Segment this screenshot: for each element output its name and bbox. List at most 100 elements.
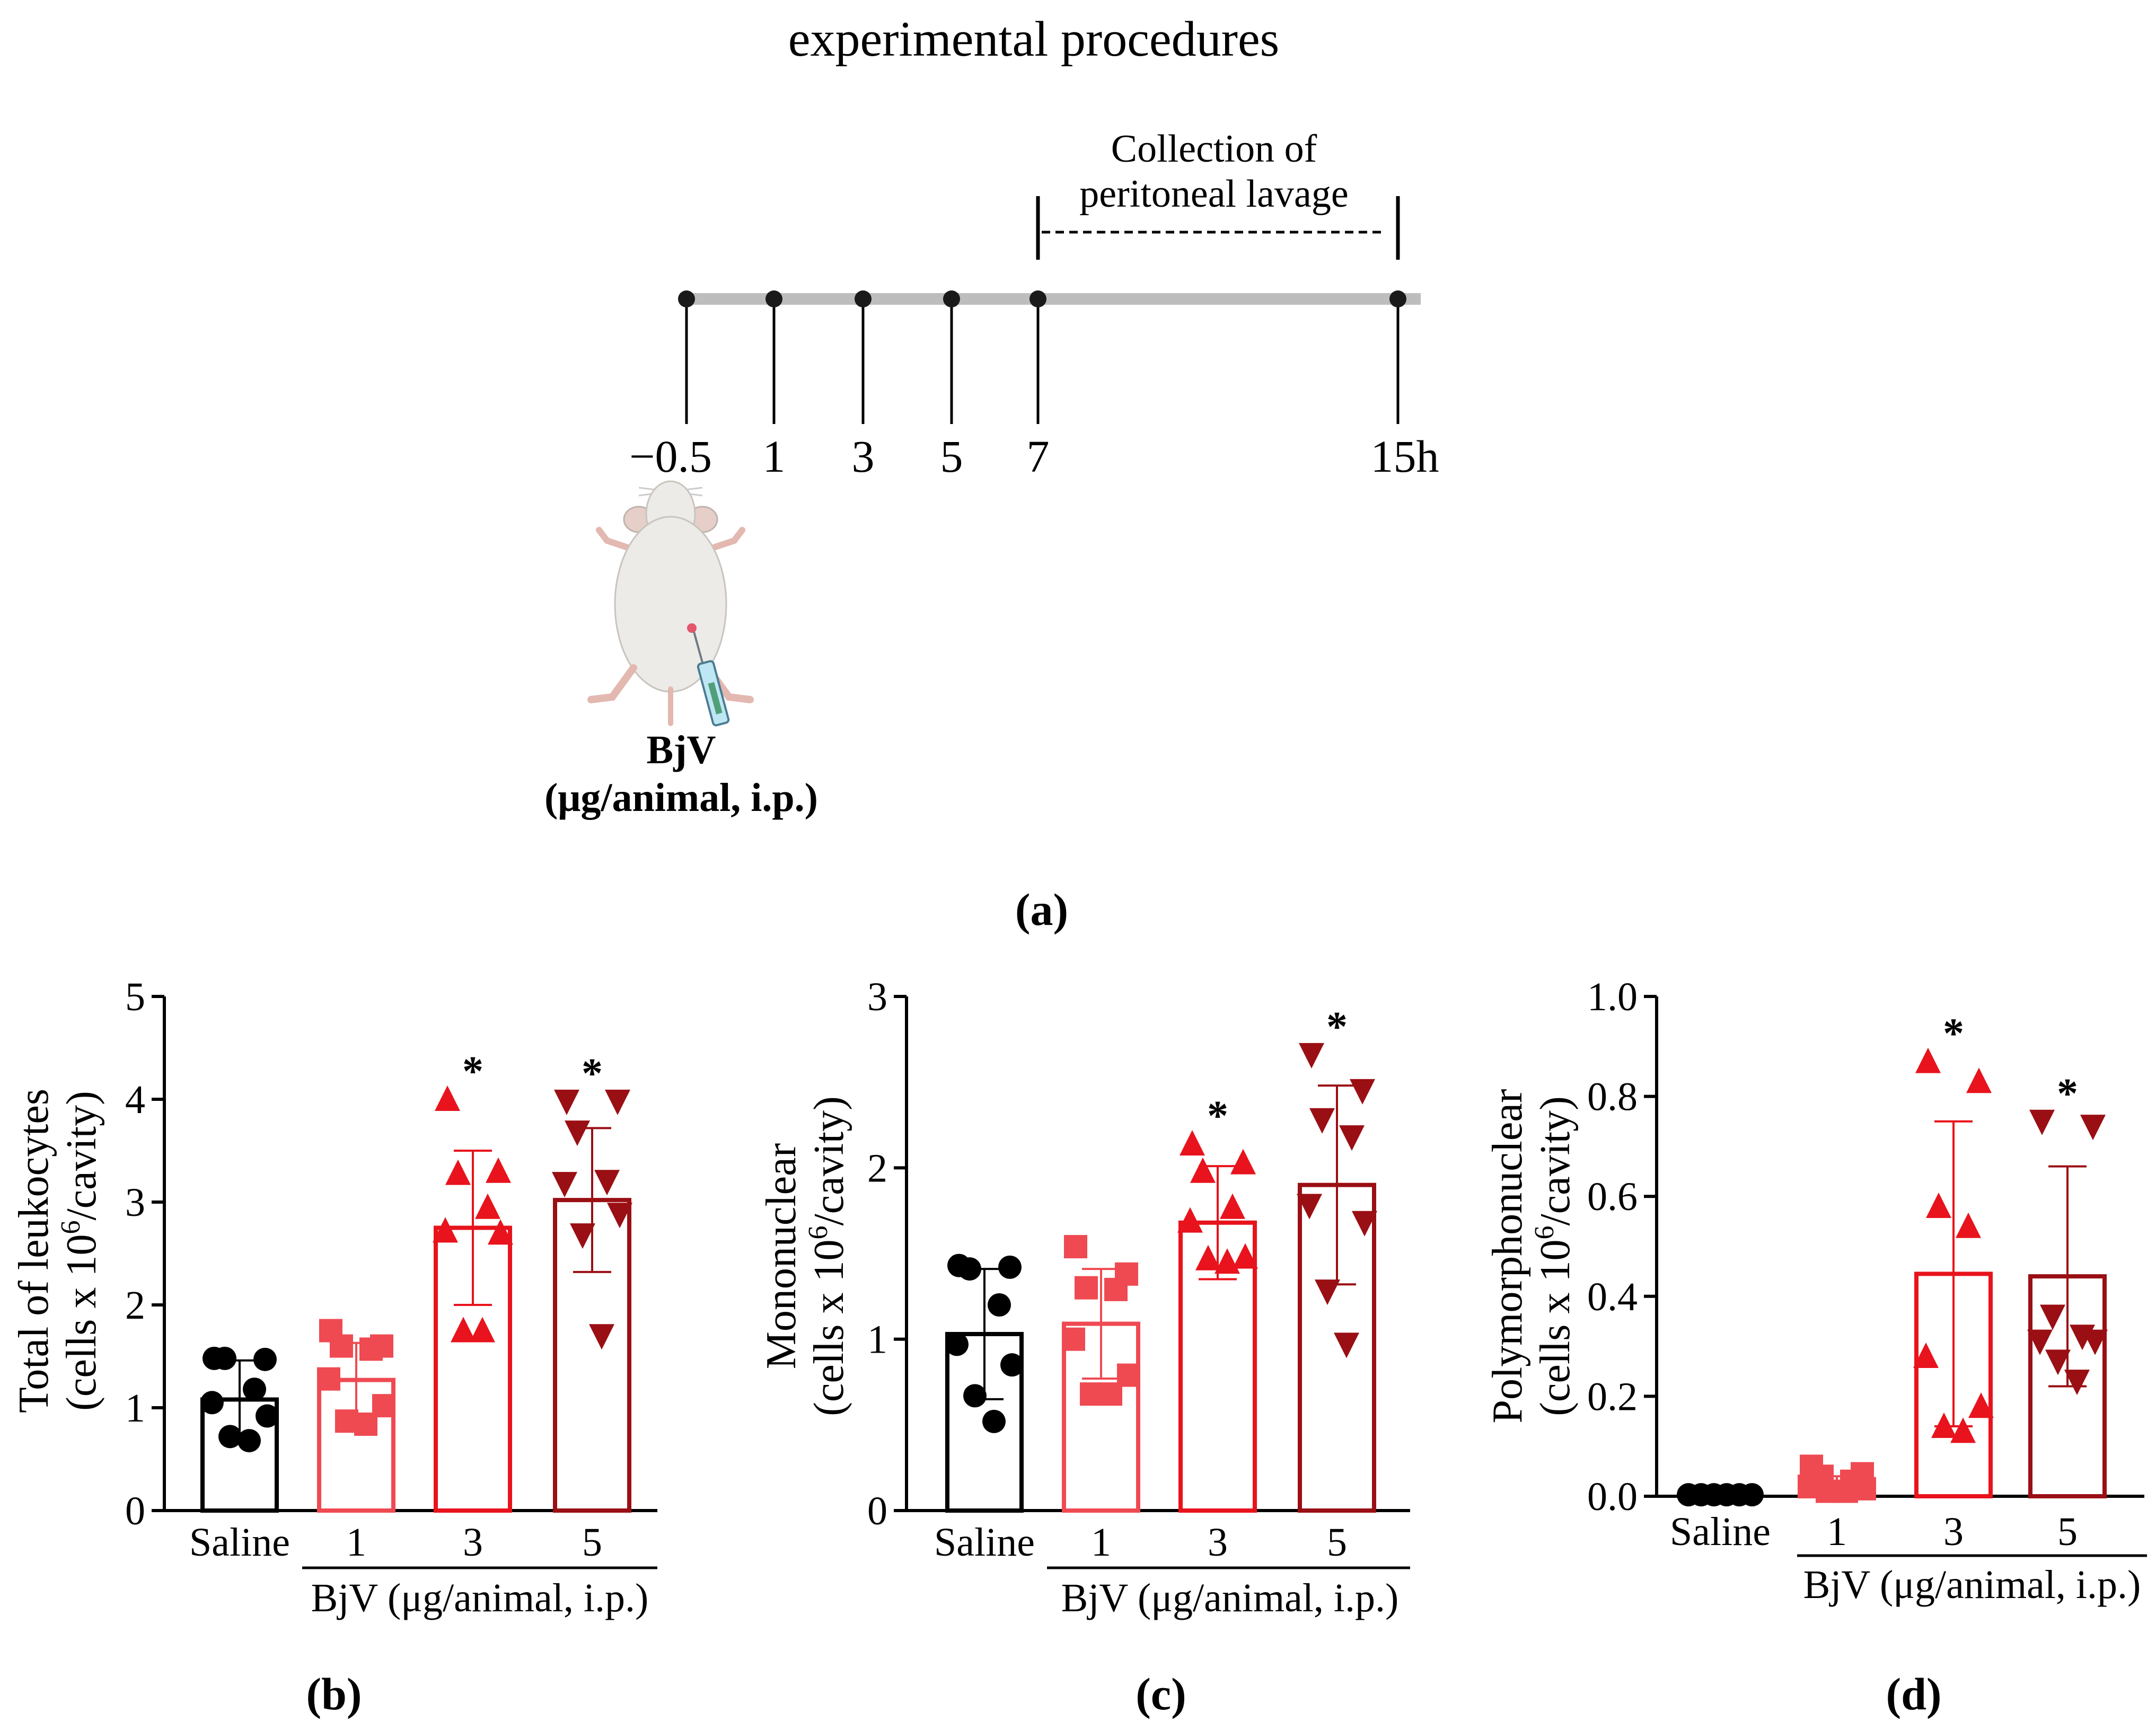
data-point-5 xyxy=(607,1203,632,1229)
data-point-1 xyxy=(1099,1382,1122,1406)
category-label-1: 1 xyxy=(1091,1520,1111,1565)
ylabel-pre: (cells x 10 xyxy=(58,1234,105,1411)
panel-a-label: (a) xyxy=(1015,884,1068,935)
data-point-3 xyxy=(1968,1392,1994,1418)
data-point-5 xyxy=(2040,1304,2065,1330)
data-point-saline xyxy=(218,1425,242,1449)
data-point-3 xyxy=(435,1085,460,1111)
y-tick-label: 2 xyxy=(125,1283,145,1328)
time-dot-5 xyxy=(1389,290,1406,307)
data-point-5 xyxy=(570,1223,595,1249)
panel-a: experimental procedures −0.5 1 3 5 7 15h xyxy=(544,12,1439,935)
category-label-5: 5 xyxy=(2057,1510,2078,1554)
data-point-5 xyxy=(2082,1329,2108,1355)
time-dot-0 xyxy=(678,290,695,307)
category-label-3: 3 xyxy=(1208,1520,1228,1565)
y-tick-label: 1 xyxy=(867,1318,887,1362)
data-point-3 xyxy=(1966,1067,1992,1093)
data-point-saline xyxy=(958,1257,981,1281)
data-point-saline xyxy=(998,1255,1022,1279)
data-point-5 xyxy=(2080,1115,2106,1141)
data-point-5 xyxy=(589,1324,614,1350)
data-point-saline xyxy=(982,1409,1006,1433)
data-point-5 xyxy=(1352,1211,1377,1237)
significance-marks: ** xyxy=(1943,1011,2078,1117)
error-bars xyxy=(965,1084,1356,1400)
mouse-illustration xyxy=(587,480,754,727)
y-axis-label-line1: Total of leukocytes xyxy=(11,1089,57,1413)
data-point-5 xyxy=(552,1172,577,1198)
collection-bracket: Collection of peritoneal lavage xyxy=(1036,127,1400,260)
y-tick-label: 0.2 xyxy=(1587,1374,1638,1419)
panel-b-label: (b) xyxy=(306,1669,362,1719)
significance-star: * xyxy=(1943,1011,1964,1057)
data-point-3 xyxy=(1915,1047,1941,1073)
timeline-ticks xyxy=(685,299,1400,424)
y-tick-label: 4 xyxy=(125,1078,145,1122)
time-label-5: 15h xyxy=(1371,431,1439,482)
data-point-3 xyxy=(470,1317,495,1343)
data-point-3 xyxy=(1215,1248,1240,1274)
group-label: BjV (μg/animal, i.p.) xyxy=(311,1576,649,1620)
data-point-5 xyxy=(1309,1108,1335,1134)
significance-star: * xyxy=(1207,1093,1228,1140)
ylabel-post: /cavity) xyxy=(58,1091,105,1220)
data-point-1 xyxy=(354,1413,377,1436)
data-point-3 xyxy=(1950,1417,1976,1443)
data-point-5 xyxy=(2064,1370,2090,1396)
group-label: BjV (μg/animal, i.p.) xyxy=(1803,1563,2141,1607)
y-tick-label: 0.8 xyxy=(1587,1075,1638,1119)
category-label-saline: Saline xyxy=(934,1520,1035,1565)
data-point-saline xyxy=(213,1346,236,1370)
error-bars xyxy=(221,1127,611,1440)
data-point-5 xyxy=(554,1089,579,1115)
data-point-1 xyxy=(317,1367,340,1391)
timeline-dots xyxy=(678,290,1406,307)
y-tick-label: 1 xyxy=(125,1386,145,1431)
data-point-1 xyxy=(1064,1235,1087,1259)
data-point-3 xyxy=(1180,1130,1205,1156)
collection-label-line2: peritoneal lavage xyxy=(1079,172,1348,216)
data-point-1 xyxy=(1062,1327,1085,1351)
panel-c-axes xyxy=(905,996,1410,1512)
data-points xyxy=(200,1085,632,1453)
y-tick-label: 2 xyxy=(867,1146,887,1190)
data-point-saline xyxy=(988,1293,1011,1317)
data-point-5 xyxy=(1299,1043,1324,1069)
y-tick-label: 5 xyxy=(125,975,145,1019)
collection-label-line1: Collection of xyxy=(1111,127,1317,171)
time-labels: −0.5 1 3 5 7 15h xyxy=(629,431,1439,482)
y-tick-label: 3 xyxy=(867,975,887,1019)
data-point-1 xyxy=(1104,1277,1128,1301)
data-point-saline xyxy=(1740,1483,1764,1507)
ylabel-sup: 6 xyxy=(1529,1226,1560,1240)
y-tick-label: 0 xyxy=(125,1489,145,1533)
data-point-5 xyxy=(605,1089,630,1115)
data-point-3 xyxy=(1956,1212,1981,1238)
panel-d-label: (d) xyxy=(1886,1669,1941,1719)
data-point-3 xyxy=(486,1157,511,1183)
data-point-5 xyxy=(565,1120,590,1146)
category-label-1: 1 xyxy=(346,1520,366,1565)
injection-site xyxy=(687,623,697,633)
time-dot-4 xyxy=(1029,290,1046,307)
data-point-3 xyxy=(488,1219,513,1245)
time-dot-3 xyxy=(943,290,960,307)
data-point-3 xyxy=(1190,1157,1216,1183)
data-point-3 xyxy=(1931,1412,1957,1438)
y-ticks: 0.0 0.2 0.4 0.6 0.8 1.0 xyxy=(1587,975,1657,1519)
y-axis-label-line2: (cells x 106/cavity) xyxy=(803,1096,852,1416)
data-point-1 xyxy=(1835,1479,1858,1503)
data-point-3 xyxy=(1195,1244,1221,1270)
time-label-1: 1 xyxy=(763,431,786,482)
category-label-5: 5 xyxy=(1327,1520,1347,1565)
y-axis-label-line1: Mononuclear xyxy=(758,1143,805,1370)
ylabel-pre: (cells x 10 xyxy=(1532,1240,1579,1416)
significance-star: * xyxy=(2057,1071,2078,1117)
data-point-1 xyxy=(359,1337,383,1361)
injection-label-line2: (μg/animal, i.p.) xyxy=(544,775,818,820)
data-point-3 xyxy=(433,1217,458,1243)
data-point-saline xyxy=(1000,1353,1024,1377)
